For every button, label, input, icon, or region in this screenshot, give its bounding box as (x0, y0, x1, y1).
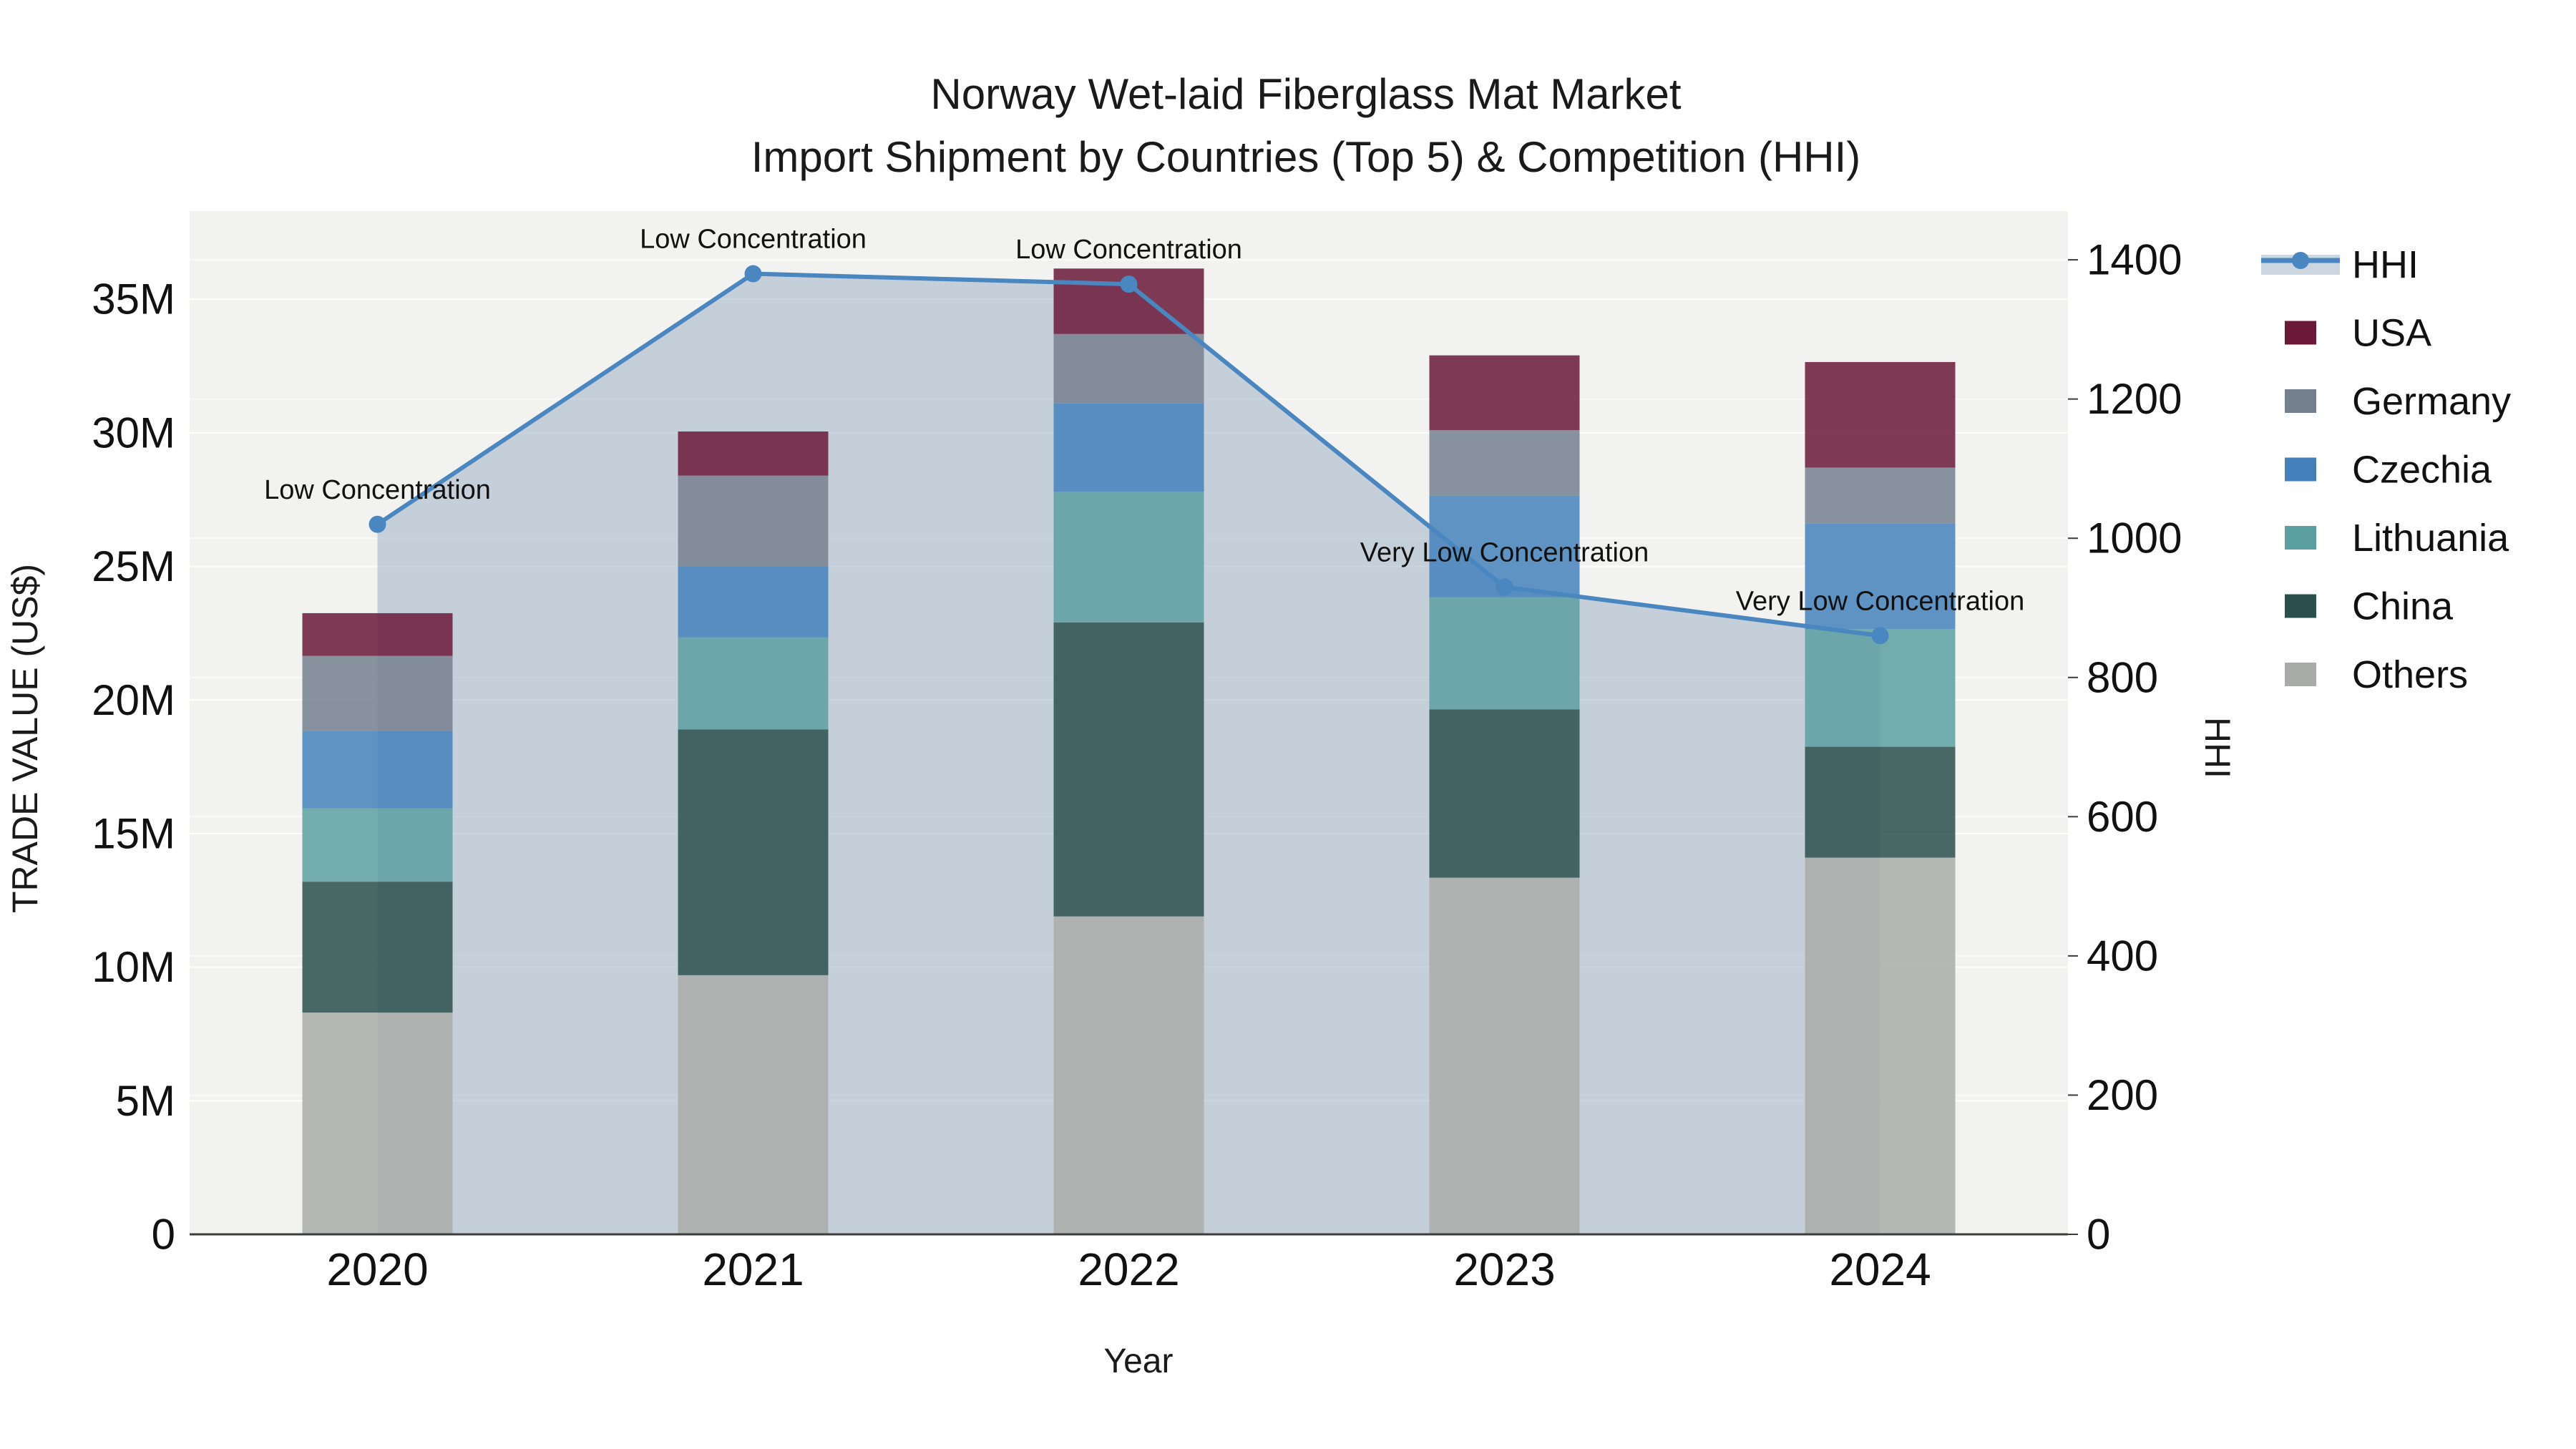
bar-segment-lithuania-2021 (678, 637, 829, 730)
bar-segment-china-2024 (1805, 746, 1956, 858)
bar-segment-usa-2020 (302, 613, 453, 656)
y-right-axis-title: HHI (2197, 717, 2238, 779)
x-axis-title: Year (1104, 1342, 1174, 1380)
y-right-tick-label: 400 (2087, 932, 2158, 980)
bar-segment-others-2021 (678, 975, 829, 1234)
bar-segment-usa-2024 (1805, 361, 1956, 468)
legend-swatch-lithuania (2285, 526, 2316, 550)
y-left-tick-label: 30M (92, 409, 175, 457)
y-left-tick-label: 5M (116, 1077, 175, 1125)
legend-swatch-usa (2285, 321, 2316, 345)
bar-segment-czechia-2020 (302, 731, 453, 809)
y-left-tick-label: 35M (92, 275, 175, 323)
legend-label-germany: Germany (2352, 380, 2511, 423)
bar-segment-others-2023 (1429, 877, 1580, 1234)
y-right-tick-label: 1400 (2087, 236, 2182, 284)
x-tick-label-2022: 2022 (1078, 1244, 1179, 1295)
legend-label-china: China (2352, 585, 2454, 628)
y-right-tick-label: 800 (2087, 653, 2158, 701)
legend-item-germany[interactable]: Germany (2285, 380, 2511, 423)
legend-hhi-marker-sample (2292, 252, 2309, 269)
legend-item-hhi[interactable]: HHI (2261, 243, 2419, 286)
bar-segment-china-2020 (302, 882, 453, 1013)
bar-segment-germany-2021 (678, 475, 829, 567)
bar-segment-others-2024 (1805, 857, 1956, 1234)
bar-segment-china-2021 (678, 729, 829, 975)
y-right-tick-label: 1000 (2087, 514, 2182, 562)
y-left-tick-label: 10M (92, 943, 175, 991)
annotation-2023: Very Low Concentration (1360, 537, 1649, 567)
y-left-tick-label: 15M (92, 809, 175, 857)
y-right-tick-label: 1200 (2087, 375, 2182, 423)
hhi-marker-2024 (1871, 627, 1889, 645)
annotation-2020: Low Concentration (264, 475, 491, 505)
annotation-2022: Low Concentration (1015, 235, 1242, 265)
bar-segment-germany-2024 (1805, 467, 1956, 524)
annotation-2021: Low Concentration (640, 225, 867, 255)
x-tick-label-2023: 2023 (1453, 1244, 1555, 1295)
bar-segment-czechia-2024 (1805, 523, 1956, 630)
annotation-2024: Very Low Concentration (1736, 586, 2024, 616)
y-left-tick-label: 0 (152, 1211, 175, 1259)
bar-segment-china-2023 (1429, 709, 1580, 878)
legend-label-others: Others (2352, 653, 2468, 696)
y-right-tick-label: 200 (2087, 1071, 2158, 1119)
chart-title-line2: Import Shipment by Countries (Top 5) & C… (751, 133, 1861, 181)
y-left-axis-title: TRADE VALUE (US$) (5, 564, 45, 913)
bar-segment-china-2022 (1053, 622, 1204, 917)
y-left-tick-label: 25M (92, 542, 175, 590)
bar-segment-germany-2020 (302, 655, 453, 731)
legend-label-lithuania: Lithuania (2352, 517, 2509, 560)
x-tick-label-2021: 2021 (702, 1244, 804, 1295)
hhi-marker-2020 (369, 515, 386, 533)
legend-item-china[interactable]: China (2285, 585, 2454, 628)
legend-swatch-others (2285, 663, 2316, 686)
bar-segment-lithuania-2022 (1053, 492, 1204, 623)
bar-segment-others-2020 (302, 1013, 453, 1234)
bar-segment-germany-2023 (1429, 430, 1580, 496)
y-left-tick-label: 20M (92, 676, 175, 724)
legend-label-hhi: HHI (2352, 243, 2419, 286)
bar-segment-czechia-2022 (1053, 403, 1204, 492)
bar-segment-germany-2022 (1053, 333, 1204, 404)
legend-item-usa[interactable]: USA (2285, 312, 2431, 355)
bar-segment-lithuania-2024 (1805, 629, 1956, 747)
y-right-tick-label: 0 (2087, 1211, 2110, 1259)
bar-segment-usa-2021 (678, 431, 829, 476)
bar-segment-czechia-2021 (678, 566, 829, 638)
legend-label-czechia: Czechia (2352, 449, 2492, 492)
legend-swatch-germany (2285, 389, 2316, 413)
x-tick-label-2024: 2024 (1829, 1244, 1931, 1295)
bar-segment-usa-2023 (1429, 355, 1580, 431)
y-right-tick-label: 600 (2087, 793, 2158, 841)
x-tick-label-2020: 2020 (326, 1244, 428, 1295)
bar-segment-lithuania-2020 (302, 808, 453, 882)
chart-title-line1: Norway Wet-laid Fiberglass Mat Market (930, 70, 1682, 118)
legend-item-czechia[interactable]: Czechia (2285, 449, 2492, 492)
legend-item-others[interactable]: Others (2285, 653, 2468, 696)
bar-segment-others-2022 (1053, 916, 1204, 1234)
bar-segment-lithuania-2023 (1429, 597, 1580, 710)
legend-item-lithuania[interactable]: Lithuania (2285, 517, 2509, 560)
legend-swatch-china (2285, 594, 2316, 618)
hhi-marker-2021 (744, 265, 762, 283)
hhi-marker-2022 (1120, 275, 1138, 293)
legend-label-usa: USA (2352, 312, 2431, 355)
hhi-marker-2023 (1496, 578, 1513, 596)
legend-swatch-czechia (2285, 457, 2316, 482)
